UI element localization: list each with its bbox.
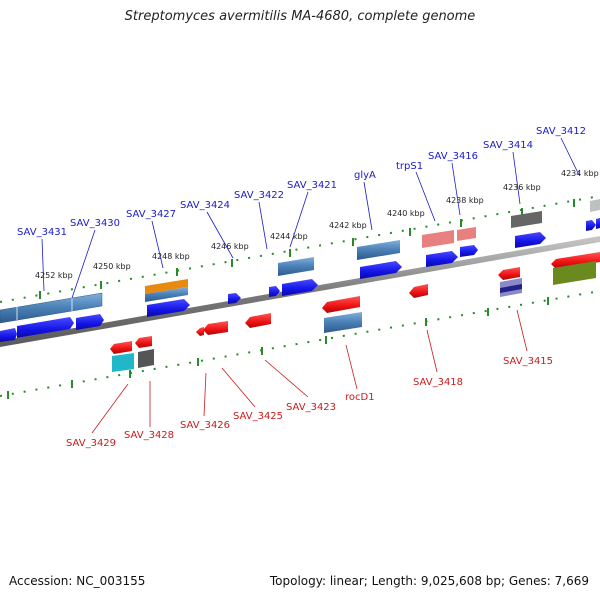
gene-label-sav-3423: SAV_3423 <box>286 402 336 413</box>
accession-text: Accession: NC_003155 <box>9 574 146 588</box>
forward-gene-labels: SAV_3431 SAV_3430 SAV_3427 SAV_3424 SAV_… <box>17 126 586 238</box>
gene-label-sav-3431: SAV_3431 <box>17 227 67 238</box>
gene-label-sav-3430: SAV_3430 <box>70 218 120 229</box>
scale-label: 4246 kbp <box>211 242 249 251</box>
forward-feature-bars <box>0 199 600 324</box>
scale-labels: 4252 kbp 4250 kbp 4248 kbp 4246 kbp 4244… <box>35 169 599 280</box>
gene-label-sav-3412: SAV_3412 <box>536 126 586 137</box>
reverse-genes <box>110 252 600 354</box>
forward-leader-lines <box>41 137 580 299</box>
gene-label-sav-3428: SAV_3428 <box>124 430 174 441</box>
scale-label: 4238 kbp <box>446 196 484 205</box>
scale-label: 4250 kbp <box>93 262 131 271</box>
gene-label-sav-3421: SAV_3421 <box>287 180 337 191</box>
scale-label: 4252 kbp <box>35 271 73 280</box>
scale-label: 4244 kbp <box>270 232 308 241</box>
scale-label: 4236 kbp <box>503 183 541 192</box>
gene-label-sav-3424: SAV_3424 <box>180 200 230 211</box>
scale-label: 4234 kbp <box>561 169 599 178</box>
scale-label: 4240 kbp <box>387 209 425 218</box>
gene-label-sav-3416: SAV_3416 <box>428 151 478 162</box>
forward-genes <box>0 218 600 342</box>
gene-label-sav-3425: SAV_3425 <box>233 411 283 422</box>
gene-label-rocd1: rocD1 <box>345 392 375 403</box>
gene-label-sav-3429: SAV_3429 <box>66 438 116 449</box>
map-title: Streptomyces avermitilis MA-4680, comple… <box>124 9 476 24</box>
reverse-gene-labels: SAV_3429 SAV_3428 SAV_3426 SAV_3425 SAV_… <box>66 356 553 449</box>
reverse-feature-bars <box>112 261 596 372</box>
gene-label-sav-3414: SAV_3414 <box>483 140 533 151</box>
scale-label: 4242 kbp <box>329 221 367 230</box>
reverse-leader-lines <box>91 309 528 434</box>
gene-label-sav-3422: SAV_3422 <box>234 190 284 201</box>
gene-label-sav-3415: SAV_3415 <box>503 356 553 367</box>
reverse-major-ticks <box>7 297 549 399</box>
gene-label-trps1: trpS1 <box>396 161 423 172</box>
forward-major-ticks <box>39 199 575 299</box>
topology-text: Topology: linear; Length: 9,025,608 bp; … <box>269 574 589 588</box>
gene-label-glya: glyA <box>354 170 376 181</box>
gene-label-sav-3426: SAV_3426 <box>180 420 230 431</box>
scale-label: 4248 kbp <box>152 252 190 261</box>
gene-label-sav-3427: SAV_3427 <box>126 209 176 220</box>
gene-label-sav-3418: SAV_3418 <box>413 377 463 388</box>
